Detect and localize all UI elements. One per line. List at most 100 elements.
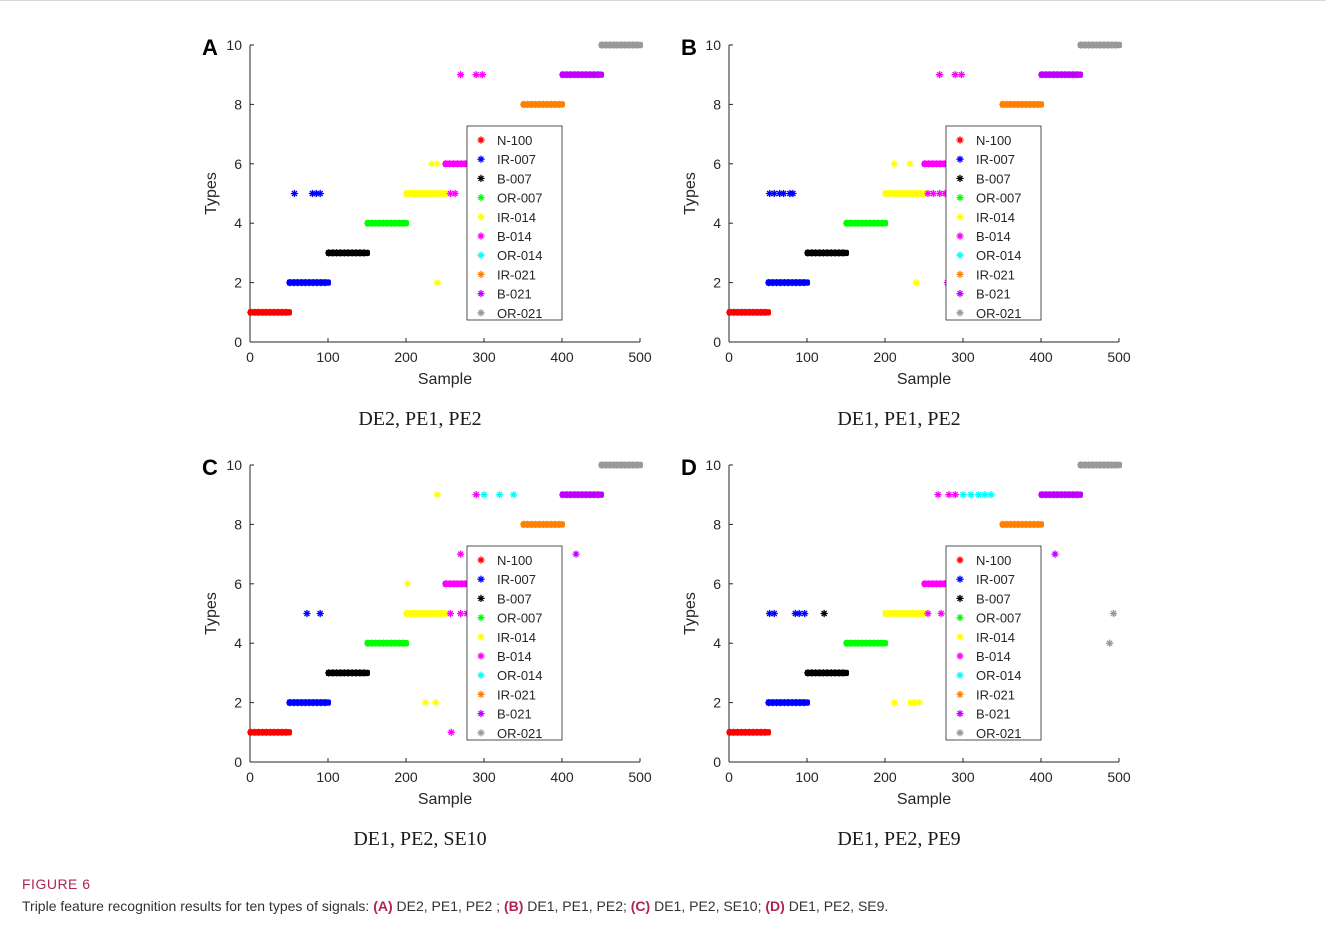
data-point xyxy=(609,41,618,49)
legend-label: IR-007 xyxy=(497,152,536,167)
legend-marker xyxy=(956,136,964,144)
legend-label: OR-014 xyxy=(497,248,543,263)
data-point xyxy=(796,279,804,287)
legend-box xyxy=(945,545,1042,741)
data-point xyxy=(1022,100,1030,108)
data-point xyxy=(909,609,917,618)
data-point xyxy=(772,699,781,707)
data-point xyxy=(925,580,933,588)
data-point xyxy=(874,639,882,647)
data-point xyxy=(788,279,796,287)
y-tick-label: 8 xyxy=(234,96,242,112)
data-point xyxy=(936,580,944,588)
data-point xyxy=(866,219,874,227)
data-point xyxy=(847,639,855,647)
data-point xyxy=(254,728,263,736)
x-tick-label: 400 xyxy=(550,769,574,785)
data-point xyxy=(293,699,302,707)
data-point xyxy=(890,160,898,168)
x-tick-label: 200 xyxy=(873,349,897,365)
data-point xyxy=(913,189,921,198)
data-point xyxy=(496,491,504,499)
data-point xyxy=(1034,100,1042,108)
data-point xyxy=(457,609,465,618)
data-point xyxy=(317,699,325,707)
series-b-007 xyxy=(804,609,849,677)
data-point xyxy=(274,728,282,736)
data-point xyxy=(375,219,384,227)
data-point xyxy=(566,491,575,499)
data-point xyxy=(309,699,317,707)
data-point xyxy=(765,189,774,198)
data-point xyxy=(967,491,975,499)
figure-caption-tag-a: (A) xyxy=(373,898,393,914)
data-point xyxy=(430,609,438,618)
data-point xyxy=(792,699,800,707)
legend-marker xyxy=(956,575,964,583)
panel-b: 0 100 200 300 400 500 0 2 4 6 8 10 Sample Types B N-100… xyxy=(659,18,1139,438)
data-point xyxy=(936,160,944,168)
data-point xyxy=(301,279,309,287)
data-point xyxy=(625,461,633,469)
data-point xyxy=(539,520,547,528)
legend-label: OR-021 xyxy=(976,726,1022,741)
data-point xyxy=(570,71,579,79)
data-point xyxy=(999,100,1007,108)
x-tick-label: 200 xyxy=(873,769,897,785)
data-point xyxy=(921,160,929,168)
data-point xyxy=(570,491,579,499)
legend-label: OR-014 xyxy=(976,248,1022,263)
data-point xyxy=(582,491,590,499)
legend-marker xyxy=(956,155,964,163)
data-point xyxy=(897,189,905,198)
data-point xyxy=(730,728,738,736)
data-point xyxy=(776,699,785,707)
data-point xyxy=(418,609,426,618)
data-point xyxy=(815,249,824,257)
data-point xyxy=(770,609,778,618)
data-point xyxy=(309,279,317,287)
data-point xyxy=(811,249,820,257)
data-point xyxy=(414,189,423,198)
data-point xyxy=(305,279,313,287)
x-tick-label: 300 xyxy=(472,349,496,365)
data-point xyxy=(819,249,827,257)
data-point xyxy=(418,189,426,198)
data-point xyxy=(434,609,442,618)
series-ir-021 xyxy=(520,520,565,528)
data-point xyxy=(453,160,462,168)
y-tick-label: 2 xyxy=(234,275,242,291)
data-point xyxy=(1026,520,1034,528)
data-point xyxy=(1042,71,1050,79)
data-point xyxy=(928,160,937,168)
data-point xyxy=(788,699,796,707)
data-point xyxy=(1112,461,1120,469)
data-point xyxy=(749,308,757,316)
data-point xyxy=(613,461,621,469)
data-point xyxy=(510,491,518,499)
legend-label: IR-021 xyxy=(497,267,536,282)
series-or-007 xyxy=(364,219,409,227)
data-point xyxy=(886,189,894,198)
data-point xyxy=(383,219,391,227)
data-point xyxy=(348,249,356,257)
data-point xyxy=(371,219,380,227)
data-point xyxy=(286,699,294,707)
series-b-007 xyxy=(325,249,370,257)
series-b-021 xyxy=(1038,491,1083,558)
data-point xyxy=(815,669,824,677)
data-point xyxy=(913,609,921,618)
x-tick-label: 200 xyxy=(394,349,418,365)
data-point xyxy=(901,189,909,198)
legend-marker xyxy=(956,710,964,718)
data-point xyxy=(598,41,606,49)
legend-marker xyxy=(956,614,964,622)
y-tick-label: 0 xyxy=(713,754,721,770)
legend-marker xyxy=(956,729,964,737)
x-tick-label: 400 xyxy=(550,349,574,365)
series-ir-007 xyxy=(286,189,331,287)
figure-caption-tag-b: (B) xyxy=(503,898,524,914)
y-tick-label: 6 xyxy=(234,576,242,592)
panel-caption: DE1, PE2, SE10 xyxy=(353,828,487,850)
data-point xyxy=(360,249,368,257)
